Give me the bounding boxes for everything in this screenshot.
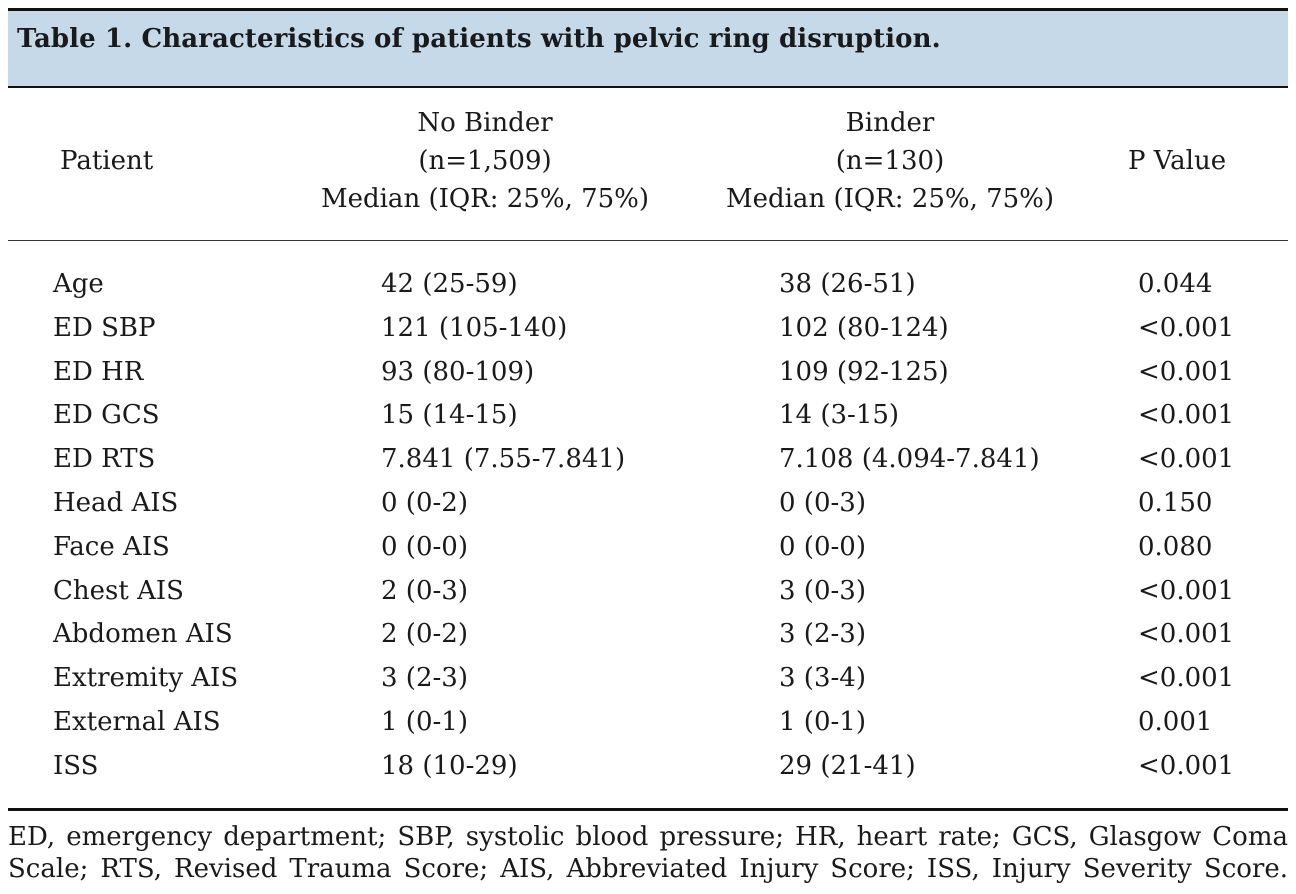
header-binder-line1: Binder <box>845 108 935 138</box>
header-binder-line3: Median (IQR: 25%, 75%) <box>725 184 1055 214</box>
bottom-rule <box>8 808 1288 811</box>
row-no-binder: 1 (0-1) <box>381 707 468 737</box>
row-label: ISS <box>53 750 99 781</box>
row-p-value: <0.001 <box>1138 356 1235 387</box>
title-bar <box>8 11 1288 86</box>
row-label: Head AIS <box>53 488 179 518</box>
row-label: Extremity AIS <box>53 663 239 694</box>
row-label: ED RTS <box>53 444 156 475</box>
row-p-value: <0.001 <box>1138 575 1235 606</box>
row-p-value: <0.001 <box>1138 400 1235 431</box>
row-binder: 0 (0-3) <box>779 488 866 518</box>
row-no-binder: 0 (0-2) <box>381 488 468 518</box>
row-label: ED SBP <box>53 312 156 343</box>
row-no-binder: 3 (2-3) <box>381 663 468 694</box>
row-p-value: <0.001 <box>1138 619 1235 650</box>
row-binder: 3 (0-3) <box>779 575 866 606</box>
row-binder: 38 (26-51) <box>779 269 916 299</box>
row-label: ED GCS <box>53 400 160 431</box>
header-no-binder-line1: No Binder <box>417 108 553 138</box>
row-binder: 29 (21-41) <box>779 750 916 781</box>
header-binder-line2: (n=130) <box>835 146 945 176</box>
row-p-value: 0.001 <box>1138 707 1213 737</box>
header-rule <box>8 240 1288 241</box>
row-p-value: <0.001 <box>1138 312 1235 343</box>
row-no-binder: 121 (105-140) <box>381 312 568 343</box>
row-label: External AIS <box>53 707 221 737</box>
footnote-line-1: ED, emergency department; SBP, systolic … <box>8 822 1288 852</box>
table-title: Table 1. Characteristics of patients wit… <box>17 24 941 54</box>
row-no-binder: 0 (0-0) <box>381 531 468 562</box>
row-binder: 3 (2-3) <box>779 619 866 650</box>
footnote-line-2: Scale; RTS, Revised Trauma Score; AIS, A… <box>8 854 1288 884</box>
header-no-binder-line2: (n=1,509) <box>418 146 552 176</box>
row-p-value: <0.001 <box>1138 663 1235 694</box>
row-no-binder: 15 (14-15) <box>381 400 518 431</box>
row-no-binder: 18 (10-29) <box>381 750 518 781</box>
row-label: Abdomen AIS <box>53 619 233 650</box>
header-no-binder-line3: Median (IQR: 25%, 75%) <box>320 184 650 214</box>
row-binder: 102 (80-124) <box>779 312 949 343</box>
row-label: ED HR <box>53 356 144 387</box>
header-p-value: P Value <box>1128 146 1227 176</box>
row-p-value: 0.150 <box>1138 488 1213 518</box>
row-no-binder: 2 (0-2) <box>381 619 468 650</box>
header-binder: Binder (n=130) Median (IQR: 25%, 75%) <box>705 104 1075 218</box>
top-rule <box>8 8 1288 11</box>
row-binder: 3 (3-4) <box>779 663 866 694</box>
row-no-binder: 93 (80-109) <box>381 356 535 387</box>
header-patient: Patient <box>60 146 154 176</box>
row-p-value: 0.080 <box>1138 531 1213 562</box>
header-no-binder: No Binder (n=1,509) Median (IQR: 25%, 75… <box>300 104 670 218</box>
row-no-binder: 42 (25-59) <box>381 269 518 299</box>
row-binder: 0 (0-0) <box>779 531 866 562</box>
row-label: Age <box>53 269 104 299</box>
row-label: Face AIS <box>53 531 170 562</box>
row-binder: 1 (0-1) <box>779 707 866 737</box>
row-binder: 7.108 (4.094-7.841) <box>779 444 1040 475</box>
row-no-binder: 7.841 (7.55-7.841) <box>381 444 626 475</box>
row-p-value: <0.001 <box>1138 444 1235 475</box>
row-no-binder: 2 (0-3) <box>381 575 468 606</box>
row-p-value: <0.001 <box>1138 750 1235 781</box>
row-binder: 14 (3-15) <box>779 400 900 431</box>
row-p-value: 0.044 <box>1138 269 1213 299</box>
row-binder: 109 (92-125) <box>779 356 949 387</box>
title-rule <box>8 86 1288 88</box>
row-label: Chest AIS <box>53 575 184 606</box>
